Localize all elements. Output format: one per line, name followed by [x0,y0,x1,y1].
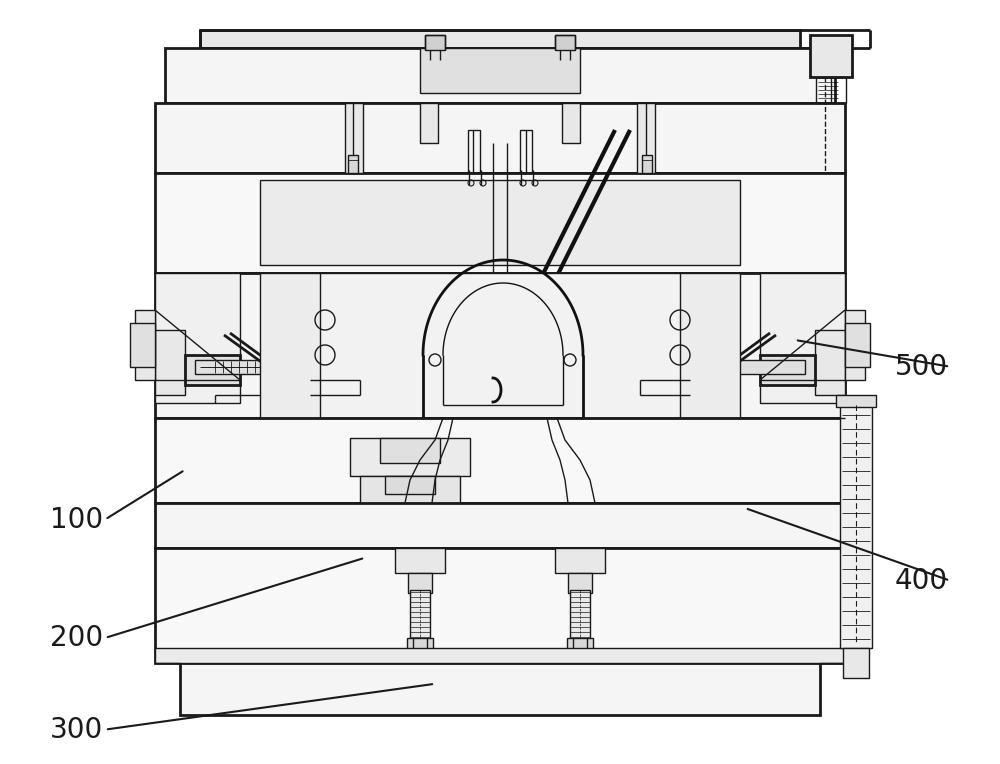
Bar [155,648,845,663]
Bar [567,638,593,656]
Bar [810,35,852,77]
Bar [845,310,865,380]
Bar [815,330,845,395]
Bar [260,180,740,265]
Bar [555,548,605,573]
Bar [185,355,240,385]
Bar [410,590,430,640]
Bar [155,273,845,418]
Bar [725,360,805,374]
Bar [555,35,575,50]
Bar [760,355,815,385]
Text: 500: 500 [895,353,948,380]
Bar [843,648,869,678]
Text: 200: 200 [50,624,103,652]
Bar [200,30,800,48]
Bar [420,48,580,93]
Bar [468,130,480,173]
Bar [130,323,155,367]
Text: 300: 300 [50,716,103,743]
Bar [570,590,590,640]
Bar [155,273,240,403]
Bar [345,103,363,173]
Bar [155,103,845,173]
Bar [845,323,870,367]
Bar [350,438,470,476]
Bar [420,103,438,143]
Bar [260,273,320,418]
Bar [380,438,440,463]
Bar [407,638,433,656]
Bar [360,476,460,503]
Bar [760,273,845,403]
Bar [348,155,358,173]
Bar [395,548,445,573]
Text: 400: 400 [895,567,948,594]
Bar [135,310,155,380]
Bar [155,418,845,503]
Bar [385,476,435,494]
Bar [568,573,592,593]
Bar [195,360,275,374]
Bar [155,330,185,395]
Bar [520,130,532,173]
Bar [155,173,845,273]
Bar [637,103,655,173]
Bar [840,400,872,648]
Bar [680,273,740,418]
Bar [180,663,820,715]
Bar [562,103,580,143]
Bar [155,548,845,663]
Bar [165,48,835,103]
Bar [155,503,845,548]
Bar [816,77,846,103]
Bar [310,273,690,418]
Bar [425,35,445,50]
Text: 100: 100 [50,506,103,533]
Bar [836,395,876,407]
Bar [642,155,652,173]
Bar [408,573,432,593]
